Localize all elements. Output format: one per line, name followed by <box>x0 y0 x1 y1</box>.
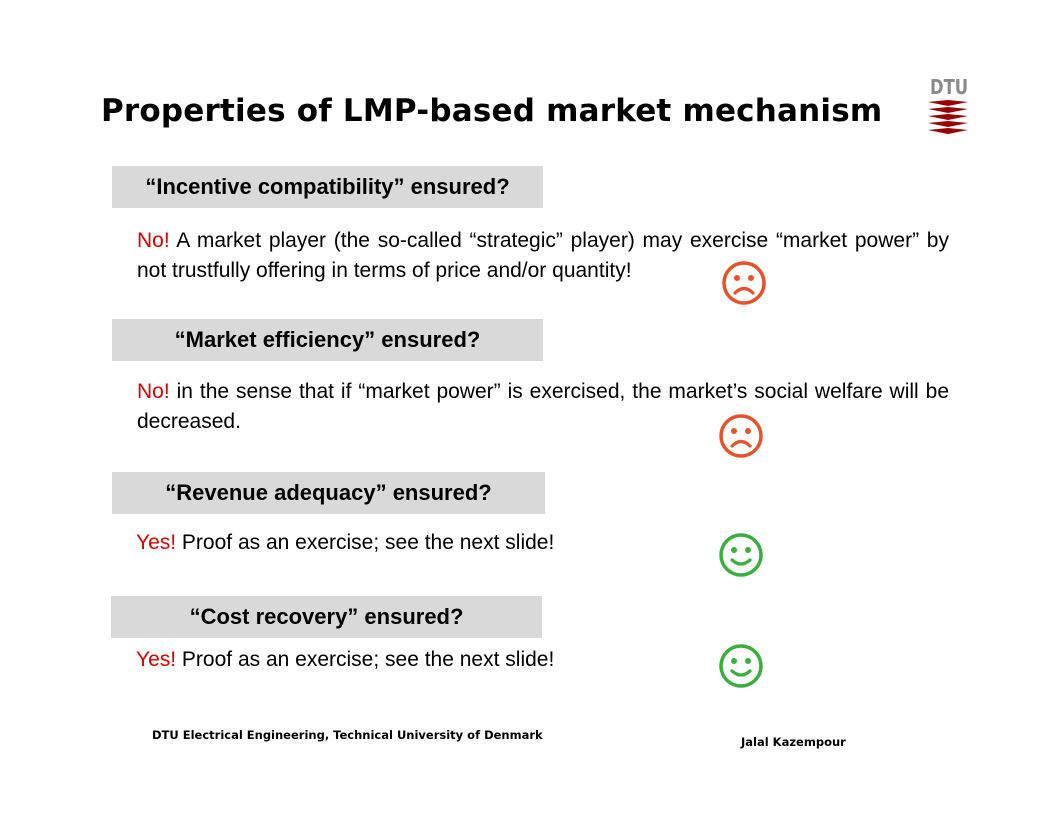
answer-text: in the sense that if “market power” is e… <box>137 380 949 433</box>
answer-market-efficiency: No! in the sense that if “market power” … <box>137 377 949 437</box>
slide-title: Properties of LMP-based market mechanism <box>101 93 883 129</box>
answer-cost-recovery: Yes! Proof as an exercise; see the next … <box>136 645 736 675</box>
answer-text: Proof as an exercise; see the next slide… <box>176 531 555 554</box>
footer-author: Jalal Kazempour <box>741 735 846 749</box>
dtu-logo-text: DTU <box>929 75 969 99</box>
answer-incentive-compatibility: No! A market player (the so-called “stra… <box>137 226 949 286</box>
happy-face-icon <box>719 533 763 577</box>
dtu-logo-mark-icon <box>928 100 968 134</box>
verdict-label: Yes! <box>136 531 177 554</box>
verdict-label: Yes! <box>136 648 177 671</box>
dtu-logo: DTU <box>926 76 970 136</box>
verdict-label: No! <box>137 380 170 403</box>
answer-revenue-adequacy: Yes! Proof as an exercise; see the next … <box>136 528 736 558</box>
answer-text: Proof as an exercise; see the next slide… <box>176 648 555 671</box>
sad-face-icon <box>719 414 763 458</box>
sad-face-icon <box>722 261 766 305</box>
answer-text: A market player (the so-called “strategi… <box>137 229 949 282</box>
question-revenue-adequacy: “Revenue adequacy” ensured? <box>112 472 545 514</box>
happy-face-icon <box>719 644 763 688</box>
question-market-efficiency: “Market efficiency” ensured? <box>112 319 543 361</box>
question-cost-recovery: “Cost recovery” ensured? <box>111 596 542 638</box>
question-incentive-compatibility: “Incentive compatibility” ensured? <box>112 166 543 208</box>
verdict-label: No! <box>137 229 170 252</box>
footer-institution: DTU Electrical Engineering, Technical Un… <box>152 728 543 742</box>
